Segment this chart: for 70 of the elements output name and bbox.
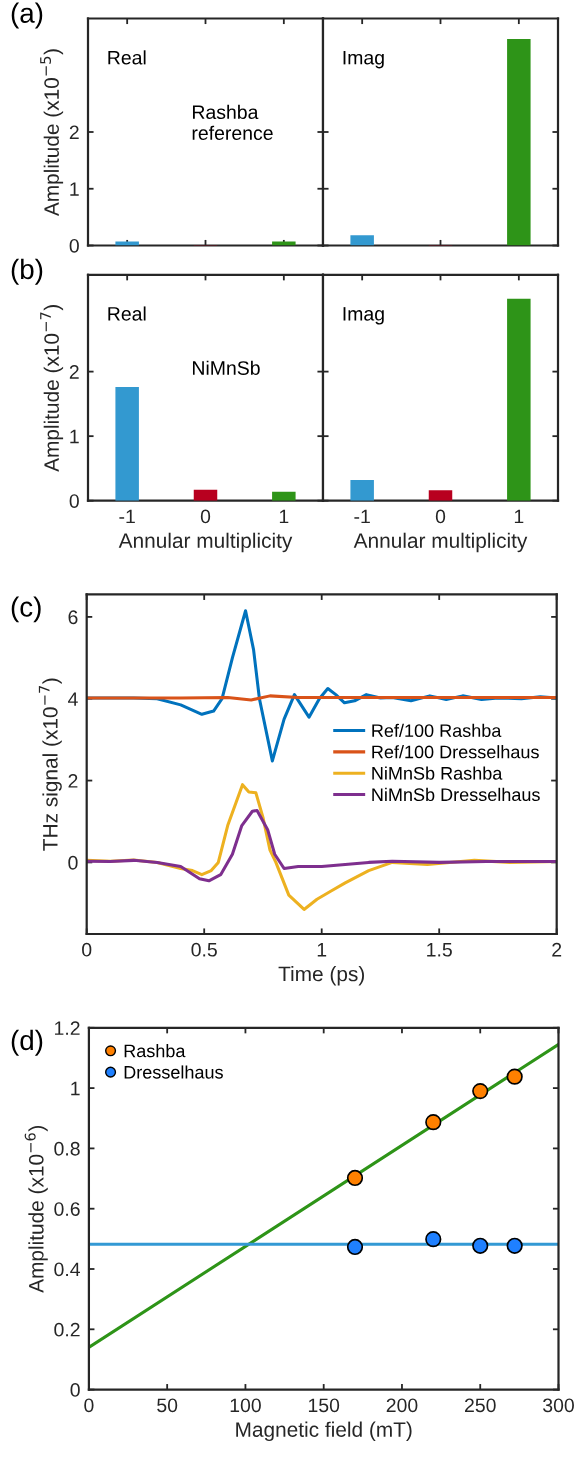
y-tick-label: 0 [69, 494, 79, 508]
legend-label: Ref/100 Rashba [372, 723, 502, 738]
legend-label: NiMnSb Rashba [372, 766, 503, 780]
annotation: Real [108, 306, 146, 321]
y-tick-label: 4 [68, 692, 78, 706]
x-tick-label: 0 [84, 1398, 94, 1413]
point [506, 1237, 523, 1254]
chart-title: (d) [11, 1029, 43, 1056]
y-tick-label: 1 [71, 1081, 80, 1096]
point [425, 1231, 442, 1248]
x-tick-label: 250 [464, 1398, 496, 1413]
point [346, 1169, 364, 1187]
x-axis-title: Magnetic field (mT) [236, 1421, 412, 1442]
point [472, 1237, 489, 1254]
line-series [86, 808, 557, 883]
y-tick-label: 0 [68, 855, 78, 870]
legend-label: Rashba [124, 1044, 186, 1058]
y-tick-label: 0 [70, 1383, 80, 1397]
point [506, 1068, 523, 1085]
legend-label: NiMnSb Dresselhaus [372, 787, 540, 802]
y-axis-title: Amplitude (x10$^{−6}$) [24, 1126, 48, 1293]
annotation: Real [108, 50, 146, 65]
x-tick-label: 1 [317, 943, 327, 957]
y-axis-title: THz signal (x10$^{−7}$) [38, 678, 62, 851]
legend-label: Dresselhaus [124, 1065, 223, 1079]
x-tick-label: 200 [386, 1398, 418, 1413]
x-tick-label: 300 [543, 1398, 574, 1413]
y-tick-label: 1 [70, 429, 79, 444]
x-tick-label: 0 [435, 509, 446, 524]
point [472, 1082, 489, 1100]
x-tick-label: 0 [82, 942, 92, 957]
x-tick-label: 50 [157, 1398, 178, 1413]
y-tick-label: 0.6 [54, 1202, 80, 1216]
point [425, 1114, 442, 1131]
chart-title: (b) [11, 258, 43, 285]
chart-title: (a) [11, 2, 43, 29]
x-tick-label: 1 [279, 509, 289, 524]
x-axis-title: Annular multiplicity [118, 532, 293, 553]
x-tick-label: -1 [119, 509, 135, 524]
y-axis-title: Amplitude (x10$^{−7}$) [40, 305, 64, 472]
x-tick-label: 100 [230, 1398, 261, 1413]
x-tick-label: 0.5 [191, 942, 217, 957]
y-tick-label: 6 [68, 610, 78, 625]
y-tick-label: 0.2 [54, 1322, 80, 1337]
bar [115, 387, 139, 501]
x-tick-label: -1 [354, 509, 370, 524]
y-tick-label: 0 [69, 238, 79, 253]
annotation: Imag [343, 307, 384, 325]
x-tick-label: 2 [552, 942, 562, 957]
annotation: Rashba reference [192, 104, 273, 140]
y-tick-label: 2 [69, 365, 79, 379]
y-tick-label: 1.2 [55, 1021, 80, 1035]
y-tick-label: 1 [70, 182, 79, 196]
annotation: NiMnSb [193, 360, 260, 375]
y-tick-label: 2 [69, 125, 79, 140]
y-tick-label: 0.8 [54, 1141, 80, 1156]
y-tick-label: 0.4 [54, 1262, 80, 1277]
x-axis-title: Annular multiplicity [353, 532, 528, 553]
y-axis-title: Amplitude (x10$^{−5}$) [40, 49, 64, 217]
y-tick-label: 2 [68, 774, 78, 788]
annotation: Imag [343, 50, 384, 69]
point [346, 1238, 364, 1256]
x-tick-label: 1 [514, 509, 524, 524]
chart-title: (c) [11, 596, 41, 623]
x-tick-label: 1.5 [427, 943, 452, 957]
x-tick-label: 0 [200, 509, 211, 524]
x-axis-title: Time (ps) [278, 966, 364, 986]
x-tick-label: 150 [308, 1398, 340, 1413]
legend-label: Ref/100 Dresselhaus [372, 745, 539, 759]
bar [272, 491, 296, 501]
